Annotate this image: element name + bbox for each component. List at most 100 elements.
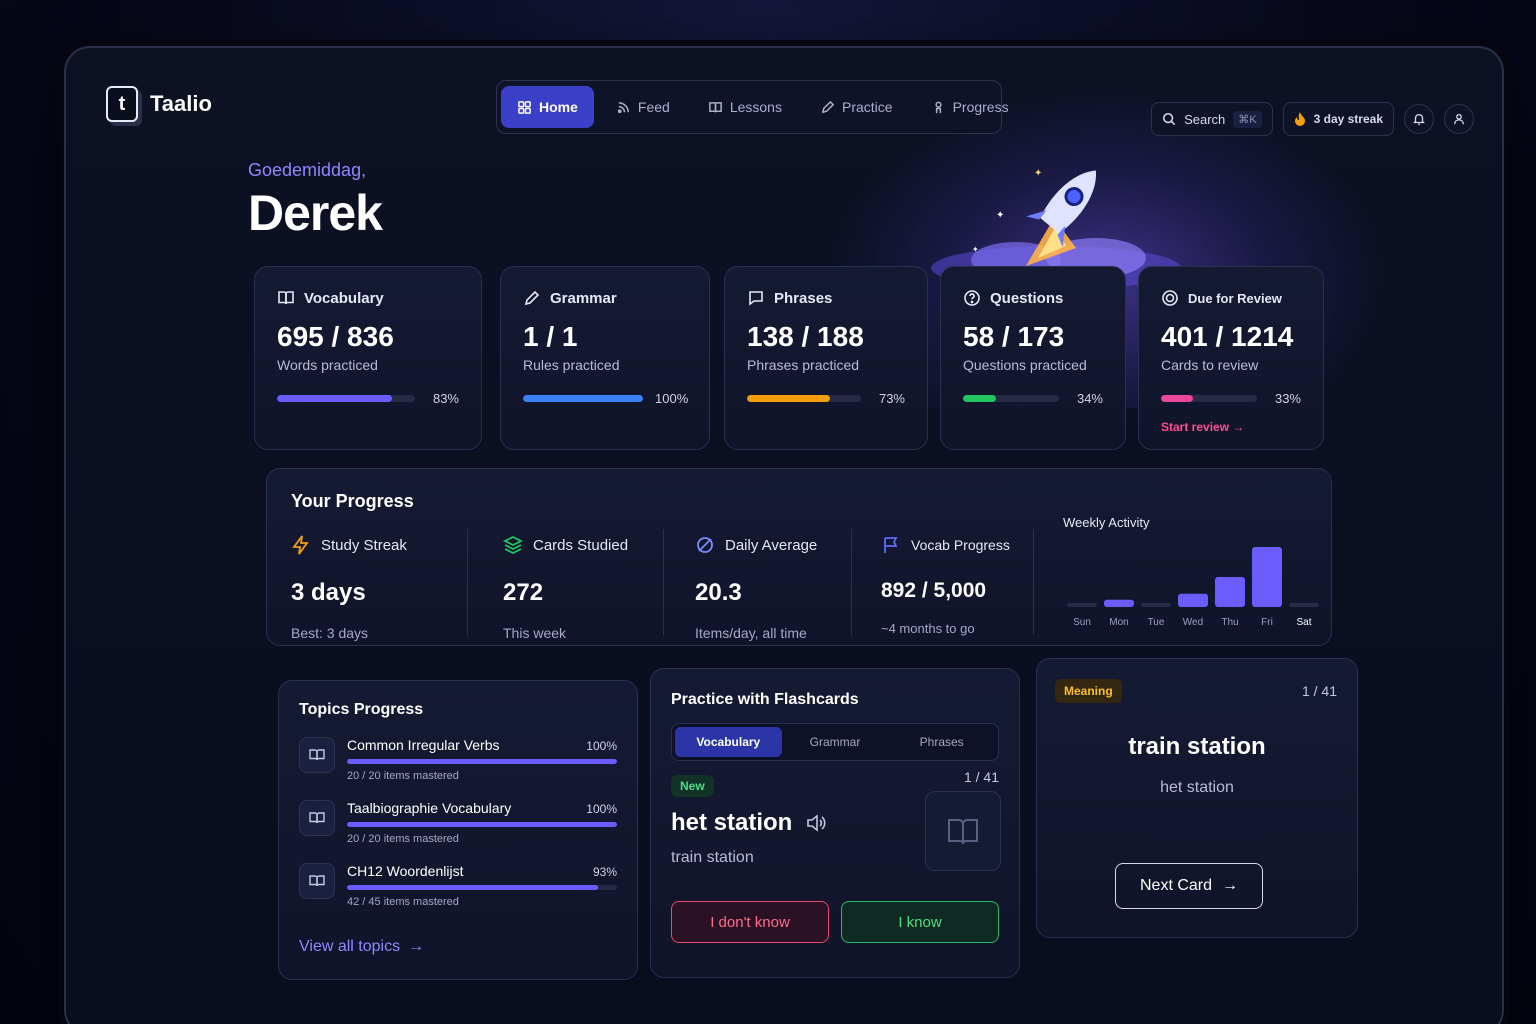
metric-title: Study Streak bbox=[321, 536, 407, 554]
progress-percent: 100% bbox=[655, 391, 689, 406]
flashcard-word: het station bbox=[671, 809, 793, 836]
logo-mark: t bbox=[106, 86, 138, 122]
metric-vocab-progress: Vocab Progress 892 / 5,000 ~4 months to … bbox=[881, 535, 1010, 636]
progress-fill bbox=[523, 395, 643, 402]
user-name: Derek bbox=[248, 185, 383, 241]
topic-percent: 100% bbox=[586, 739, 617, 753]
card-counter: 1 / 41 bbox=[1301, 683, 1337, 699]
book-icon bbox=[299, 800, 335, 836]
stat-value: 58 / 173 bbox=[963, 321, 1065, 352]
day-label: Tue bbox=[1148, 617, 1165, 628]
card-counter: 1 / 41 bbox=[963, 769, 999, 785]
book-icon bbox=[299, 863, 335, 899]
bar-mon bbox=[1104, 599, 1134, 607]
bar-sun bbox=[1067, 603, 1097, 607]
stat-sub: Cards to review bbox=[1161, 357, 1259, 373]
notifications-button[interactable] bbox=[1404, 104, 1434, 134]
stat-title: Vocabulary bbox=[304, 289, 384, 307]
bar-sat bbox=[1289, 603, 1319, 607]
stat-card-vocabulary[interactable]: Vocabulary 695 / 836 Words practiced 83% bbox=[254, 266, 482, 450]
progress-bar bbox=[747, 395, 861, 402]
new-badge: New bbox=[671, 775, 714, 797]
stat-title: Phrases bbox=[774, 289, 833, 307]
nav-practice-label: Practice bbox=[841, 99, 893, 115]
stat-value: 1 / 1 bbox=[523, 321, 578, 352]
metric-value: 272 bbox=[503, 579, 544, 606]
logo[interactable]: t Taalio bbox=[106, 86, 212, 122]
stat-sub: Phrases practiced bbox=[747, 357, 860, 373]
stat-sub: Words practiced bbox=[277, 357, 378, 373]
stat-title: Grammar bbox=[550, 289, 617, 307]
topic-mastered: 20 / 20 items mastered bbox=[347, 833, 459, 845]
greeting-text: Goedemiddag, bbox=[248, 160, 367, 180]
flashcard-image bbox=[925, 791, 1001, 871]
layers-icon bbox=[503, 535, 523, 555]
lightning-icon bbox=[292, 535, 309, 555]
nav-home[interactable]: Home bbox=[501, 86, 594, 128]
tab-phrases[interactable]: Phrases bbox=[919, 735, 964, 749]
progress-percent: 73% bbox=[878, 391, 905, 406]
search-shortcut: ⌘K bbox=[1233, 110, 1262, 128]
topic-item[interactable]: CH12 Woordenlijst 93% 42 / 45 items master… bbox=[299, 863, 617, 908]
stat-card-grammar[interactable]: Grammar 1 / 1 Rules practiced 100% bbox=[500, 266, 710, 450]
day-label: Thu bbox=[1221, 617, 1238, 628]
stat-card-questions[interactable]: Questions 58 / 173 Questions practiced 3… bbox=[940, 266, 1126, 450]
next-card-button[interactable]: Next Card → bbox=[1115, 863, 1263, 909]
metric-value: 20.3 bbox=[695, 579, 742, 606]
tab-vocabulary[interactable]: Vocabulary bbox=[675, 727, 782, 757]
nav-practice[interactable]: Practice bbox=[804, 86, 909, 128]
metric-sub: ~4 months to go bbox=[881, 621, 975, 636]
stat-value: 401 / 1214 bbox=[1161, 321, 1294, 352]
topic-percent: 93% bbox=[592, 865, 617, 879]
dont-know-button[interactable]: I don't know bbox=[671, 901, 829, 943]
person-icon bbox=[934, 101, 942, 113]
profile-button[interactable] bbox=[1444, 104, 1474, 134]
progress-bar bbox=[523, 395, 643, 402]
tab-grammar[interactable]: Grammar bbox=[809, 735, 861, 749]
stat-title: Due for Review bbox=[1188, 290, 1282, 306]
stat-card-phrases[interactable]: Phrases 138 / 188 Phrases practiced 73% bbox=[724, 266, 928, 450]
pencil-icon bbox=[524, 290, 540, 306]
progress-bar bbox=[277, 395, 415, 402]
topic-mastered: 42 / 45 items mastered bbox=[347, 896, 459, 908]
streak-badge[interactable]: 3 day streak bbox=[1282, 102, 1394, 136]
meaning-translation: het station bbox=[1160, 779, 1234, 796]
start-review-link[interactable]: Start review → bbox=[1161, 420, 1245, 434]
progress-fill bbox=[277, 395, 392, 402]
know-button[interactable]: I know bbox=[841, 901, 999, 943]
topics-progress-panel: Topics Progress Common Irregular Verbs 10… bbox=[278, 680, 638, 980]
metric-study-streak: Study Streak 3 days Best: 3 days bbox=[291, 535, 407, 641]
metric-title: Cards Studied bbox=[533, 536, 629, 554]
bar-wed bbox=[1178, 593, 1208, 607]
nav-progress[interactable]: Progress bbox=[915, 86, 1025, 128]
nav-lessons[interactable]: Lessons bbox=[692, 86, 798, 128]
panel-title: Practice with Flashcards bbox=[671, 691, 859, 708]
topic-item[interactable]: Common Irregular Verbs 100% 20 / 20 items … bbox=[299, 737, 617, 782]
search-button[interactable]: Search ⌘K bbox=[1151, 102, 1273, 136]
speaker-icon[interactable] bbox=[806, 814, 826, 832]
metric-value: 3 days bbox=[291, 579, 366, 606]
metric-sub: Items/day, all time bbox=[695, 625, 807, 641]
view-all-topics-link[interactable]: View all topics → bbox=[299, 938, 617, 956]
progress-percent: 33% bbox=[1274, 391, 1301, 406]
stat-value: 138 / 188 bbox=[747, 321, 864, 352]
stat-card-review[interactable]: Due for Review 401 / 1214 Cards to revie… bbox=[1138, 266, 1324, 450]
book-icon bbox=[948, 819, 978, 845]
svg-text:✦: ✦ bbox=[1034, 168, 1042, 179]
panel-title: Your Progress bbox=[291, 491, 414, 511]
topic-name: Common Irregular Verbs bbox=[347, 737, 500, 753]
arrow-right-icon: → bbox=[408, 938, 425, 955]
svg-text:✦: ✦ bbox=[972, 245, 979, 254]
svg-text:✦: ✦ bbox=[996, 210, 1004, 221]
topic-list: Common Irregular Verbs 100% 20 / 20 items … bbox=[299, 737, 617, 908]
stat-title: Questions bbox=[990, 289, 1064, 307]
topic-item[interactable]: Taalbiographie Vocabulary 100% 20 / 20 ite… bbox=[299, 800, 617, 845]
nav-feed-label: Feed bbox=[637, 99, 670, 115]
app-window: ✦ ✦ ✦ t Taalio Home Feed Lessons Practic… bbox=[64, 46, 1504, 1024]
flag-icon bbox=[884, 537, 898, 553]
nav-feed[interactable]: Feed bbox=[600, 86, 686, 128]
topic-percent: 100% bbox=[586, 802, 617, 816]
app-name: Taalio bbox=[150, 91, 212, 116]
topic-progress-fill bbox=[347, 759, 617, 764]
weekly-title: Weekly Activity bbox=[1063, 515, 1150, 530]
